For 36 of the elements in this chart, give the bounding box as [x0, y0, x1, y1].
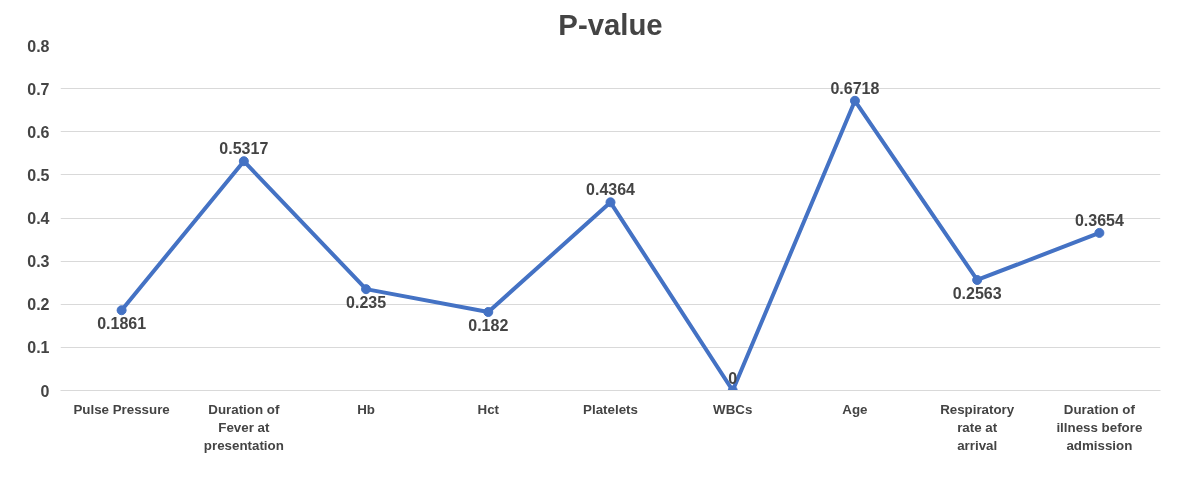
x-tick-label: Hb — [357, 401, 375, 417]
data-label: 0.4364 — [586, 181, 636, 199]
x-tick-label: Duration of illness before admission — [1056, 401, 1143, 453]
y-tick-label: 0.5 — [27, 166, 50, 184]
point — [361, 284, 372, 295]
y-tick-label: 0 — [40, 382, 50, 400]
data-label: 0.1861 — [97, 315, 147, 333]
point — [972, 274, 983, 285]
point — [483, 307, 494, 317]
x-tick-label: Platelets — [583, 401, 638, 417]
y-tick-label: 0.2 — [27, 296, 50, 314]
point — [1094, 227, 1105, 238]
point — [605, 197, 616, 208]
data-label: 0.6718 — [830, 79, 880, 97]
x-tick-label: Pulse Pressure — [73, 401, 170, 417]
y-tick-label: 0.1 — [27, 339, 50, 357]
x-tick-label: Respiratory rate at arrival — [940, 401, 1015, 453]
data-label: 0 — [728, 369, 738, 387]
y-tick-label: 0.6 — [27, 123, 50, 141]
data-label: 0.5317 — [219, 140, 269, 158]
point — [116, 305, 127, 316]
x-tick-label: Age — [842, 401, 868, 417]
data-label: 0.3654 — [1074, 211, 1124, 229]
data-label: 0.182 — [468, 317, 509, 335]
point — [849, 95, 860, 106]
point — [238, 156, 249, 167]
chart-title: P-value — [558, 7, 663, 41]
y-tick-label: 0.3 — [27, 253, 50, 271]
data-label: 0.235 — [346, 294, 387, 312]
data-label: 0.2563 — [952, 284, 1002, 302]
x-tick-label: Duration of Fever at presentation — [203, 401, 284, 453]
y-tick-label: 0.8 — [27, 37, 50, 55]
x-tick-label: WBCs — [713, 401, 753, 417]
x-tick-label: Hct — [477, 401, 500, 417]
y-tick-label: 0.4 — [27, 210, 50, 227]
y-tick-label: 0.7 — [27, 80, 50, 98]
